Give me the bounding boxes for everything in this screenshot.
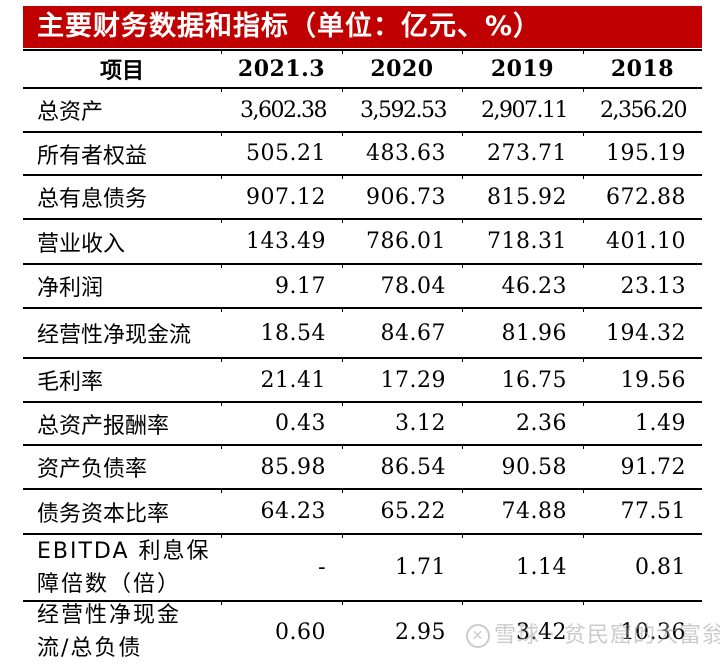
cell-2019: 815.92 [462, 174, 583, 218]
cell-2021-3: 21.41 [221, 357, 342, 401]
cell-2019: 16.75 [462, 357, 583, 401]
cell-2018: 1.49 [583, 401, 702, 444]
cell-2018: 91.72 [583, 444, 702, 488]
table-row-total-assets: 总资产 3,602.38 3,592.53 2,907.11 2,356.20 [23, 87, 702, 131]
table-row-debt-to-asset-ratio: 资产负债率 85.98 86.54 90.58 91.72 [23, 444, 702, 488]
row-label: 经营性净现金 流/总负债 [37, 603, 182, 661]
cell-2021-3: 85.98 [221, 444, 342, 488]
column-header-2020: 2020 [342, 49, 462, 87]
row-label: 经营性净现金流 [37, 323, 192, 348]
row-label: 净利润 [37, 276, 104, 301]
column-header-2021-3: 2021.3 [221, 49, 342, 87]
cell-2019: 718.31 [462, 218, 583, 263]
cell-2021-3: 64.23 [221, 488, 342, 533]
cell-2019: 273.71 [462, 131, 583, 174]
cell-2020: 78.04 [342, 263, 462, 307]
cell-2019: 2,907.11 [462, 87, 583, 131]
cell-2018: 10.36 [583, 600, 702, 662]
table-row-net-profit: 净利润 9.17 78.04 46.23 23.13 [23, 263, 702, 307]
cell-2019: 3.42 [462, 600, 583, 662]
cell-2018: 2,356.20 [583, 87, 702, 131]
table-row-revenue: 营业收入 143.49 786.01 718.31 401.10 [23, 218, 702, 263]
cell-2020: 3.12 [342, 401, 462, 444]
column-header-2019: 2019 [462, 49, 583, 87]
table-row-operating-cash-flow: 经营性净现金流 18.54 84.67 81.96 194.32 [23, 307, 702, 357]
column-header-2018: 2018 [583, 49, 702, 87]
cell-2021-3: - [221, 533, 342, 600]
cell-2020: 17.29 [342, 357, 462, 401]
table-row-return-on-assets: 总资产报酬率 0.43 3.12 2.36 1.49 [23, 401, 702, 444]
cell-2021-3: 505.21 [221, 131, 342, 174]
row-label: 债务资本比率 [37, 501, 170, 527]
cell-2021-3: 9.17 [221, 263, 342, 307]
cell-2020: 3,592.53 [342, 87, 462, 131]
table-row-ocf-to-total-liabilities: 经营性净现金 流/总负债 0.60 2.95 3.42 10.36 [23, 600, 702, 662]
cell-2019: 46.23 [462, 263, 583, 307]
table-title: 主要财务数据和指标（单位：亿元、%） [23, 6, 702, 48]
cell-2021-3: 907.12 [221, 174, 342, 218]
cell-2019: 81.96 [462, 307, 583, 357]
row-label: 营业收入 [37, 231, 126, 257]
table-row-interest-bearing-debt: 总有息债务 907.12 906.73 815.92 672.88 [23, 174, 702, 218]
cell-2020: 786.01 [342, 218, 462, 263]
cell-2021-3: 143.49 [221, 218, 342, 263]
cell-2019: 74.88 [462, 488, 583, 533]
cell-2018: 195.19 [583, 131, 702, 174]
table-row-owners-equity: 所有者权益 505.21 483.63 273.71 195.19 [23, 131, 702, 174]
cell-2020: 86.54 [342, 444, 462, 488]
cell-2021-3: 3,602.38 [221, 87, 342, 131]
row-label: 总有息债务 [37, 187, 148, 212]
cell-2020: 2.95 [342, 600, 462, 662]
cell-2020: 1.71 [342, 533, 462, 600]
row-label: 毛利率 [37, 370, 104, 395]
financial-data-table: 项目 2021.3 2020 2019 2018 总资产 3,602.38 3,… [23, 49, 702, 662]
cell-2020: 65.22 [342, 488, 462, 533]
row-label: 所有者权益 [37, 143, 148, 169]
table-row-gross-margin: 毛利率 21.41 17.29 16.75 19.56 [23, 357, 702, 401]
table-row-debt-to-capital-ratio: 债务资本比率 64.23 65.22 74.88 77.51 [23, 488, 702, 533]
row-label: 资产负债率 [37, 457, 148, 482]
cell-2021-3: 0.60 [221, 600, 342, 662]
table-row-ebitda-interest-coverage: EBITDA 利息保 障倍数（倍） - 1.71 1.14 0.81 [23, 533, 702, 600]
cell-2019: 2.36 [462, 401, 583, 444]
cell-2019: 90.58 [462, 444, 583, 488]
cell-2018: 23.13 [583, 263, 702, 307]
cell-2018: 401.10 [583, 218, 702, 263]
column-header-item: 项目 [99, 59, 144, 84]
row-label: 总资产 [37, 100, 104, 125]
row-label: 总资产报酬率 [37, 413, 170, 439]
row-label: EBITDA 利息保 障倍数（倍） [37, 538, 211, 597]
cell-2018: 19.56 [583, 357, 702, 401]
cell-2020: 906.73 [342, 174, 462, 218]
cell-2021-3: 18.54 [221, 307, 342, 357]
cell-2018: 194.32 [583, 307, 702, 357]
cell-2019: 1.14 [462, 533, 583, 600]
table-header-row: 项目 2021.3 2020 2019 2018 [23, 49, 702, 87]
cell-2020: 483.63 [342, 131, 462, 174]
cell-2018: 77.51 [583, 488, 702, 533]
cell-2018: 672.88 [583, 174, 702, 218]
cell-2020: 84.67 [342, 307, 462, 357]
cell-2021-3: 0.43 [221, 401, 342, 444]
cell-2018: 0.81 [583, 533, 702, 600]
